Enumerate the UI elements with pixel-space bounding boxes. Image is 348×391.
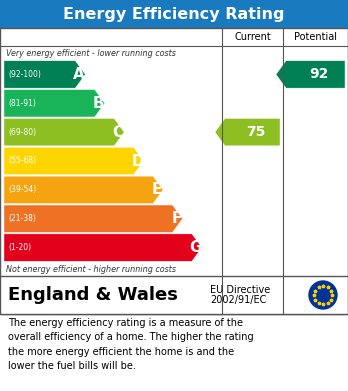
Circle shape: [309, 281, 337, 309]
Polygon shape: [4, 118, 124, 146]
Bar: [0, 28, 348, 314]
Polygon shape: [4, 176, 163, 204]
Text: (1-20): (1-20): [8, 243, 31, 252]
Bar: [0, 276, 348, 314]
Text: 92: 92: [309, 67, 328, 81]
Polygon shape: [4, 234, 202, 261]
Text: (21-38): (21-38): [8, 214, 36, 223]
Text: Potential: Potential: [294, 32, 337, 42]
Text: Energy Efficiency Rating: Energy Efficiency Rating: [63, 7, 285, 22]
Text: Very energy efficient - lower running costs: Very energy efficient - lower running co…: [6, 48, 176, 57]
Text: F: F: [171, 211, 182, 226]
Text: A: A: [73, 67, 85, 82]
Text: (69-80): (69-80): [8, 127, 36, 136]
Text: (55-68): (55-68): [8, 156, 36, 165]
Polygon shape: [4, 205, 182, 232]
Text: B: B: [93, 96, 104, 111]
Text: 2002/91/EC: 2002/91/EC: [210, 295, 266, 305]
Polygon shape: [276, 61, 345, 88]
Polygon shape: [4, 61, 85, 88]
Text: (39-54): (39-54): [8, 185, 36, 194]
Text: (81-91): (81-91): [8, 99, 36, 108]
Text: C: C: [113, 125, 124, 140]
Text: England & Wales: England & Wales: [8, 286, 178, 304]
Text: E: E: [152, 182, 162, 197]
Polygon shape: [4, 147, 144, 175]
Text: EU Directive: EU Directive: [210, 285, 270, 295]
Text: G: G: [190, 240, 202, 255]
Text: Not energy efficient - higher running costs: Not energy efficient - higher running co…: [6, 264, 176, 273]
Bar: [0, 0, 348, 28]
Text: The energy efficiency rating is a measure of the
overall efficiency of a home. T: The energy efficiency rating is a measur…: [8, 318, 254, 371]
Text: (92-100): (92-100): [8, 70, 41, 79]
Text: Current: Current: [234, 32, 271, 42]
Polygon shape: [215, 118, 280, 146]
Polygon shape: [4, 90, 105, 117]
Text: 75: 75: [246, 125, 265, 139]
Text: D: D: [131, 154, 144, 169]
